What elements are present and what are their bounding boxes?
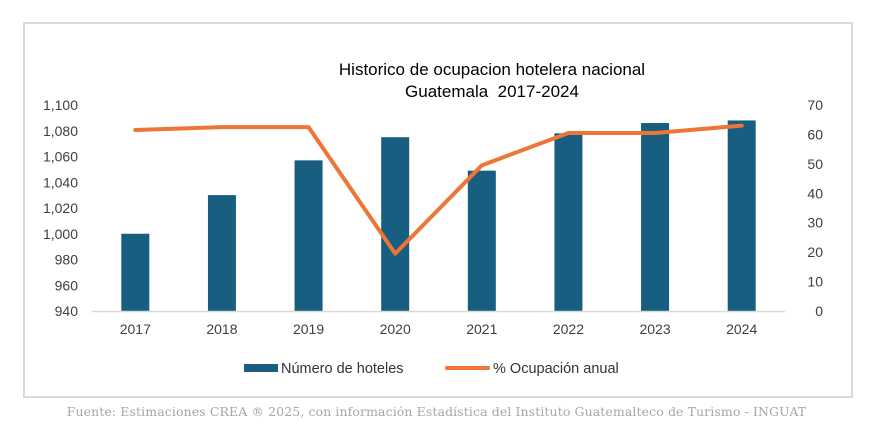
y-right-tick-label: 20: [807, 244, 823, 260]
x-axis: 2017 2018 2019 2020 2021 2022 2023 2024: [120, 321, 758, 337]
bar-2018: [207, 195, 236, 311]
bar-2022: [554, 133, 583, 311]
x-tick-label: 2018: [206, 321, 237, 337]
occupancy-line: [133, 123, 744, 256]
bar-2017: [121, 233, 150, 311]
line-series: [133, 123, 744, 256]
legend: Número de hoteles % Ocupación anual: [244, 361, 619, 377]
y-right-tick-label: 70: [807, 97, 823, 113]
y-left-tick-label: 1,060: [43, 149, 78, 165]
y-axis-left: 940 960 980 1,000 1,020 1,040 1,060 1,080 1,100: [43, 97, 78, 319]
legend-swatch-bars: [244, 364, 278, 372]
y-right-tick-label: 30: [807, 215, 823, 231]
y-left-tick-label: 960: [55, 277, 79, 293]
combo-chart: Historico de ocupacion hotelera nacional…: [43, 60, 823, 377]
source-note: Fuente: Estimaciones CREA ® 2025, con in…: [66, 404, 807, 419]
y-left-tick-label: 1,100: [43, 97, 78, 113]
y-right-tick-label: 50: [807, 156, 823, 172]
y-left-tick-label: 1,000: [43, 226, 78, 242]
y-left-tick-label: 1,080: [43, 123, 78, 139]
chart-subtitle: Guatemala 2017-2024: [405, 82, 579, 101]
bar-2023: [641, 123, 670, 312]
bar-2024: [727, 120, 756, 311]
legend-label-line: % Ocupación anual: [493, 361, 619, 377]
x-tick-label: 2017: [120, 321, 151, 337]
x-tick-label: 2021: [466, 321, 497, 337]
y-right-tick-label: 10: [807, 274, 823, 290]
x-tick-label: 2023: [639, 321, 670, 337]
y-right-tick-label: 0: [815, 303, 823, 319]
y-right-tick-label: 60: [807, 126, 823, 142]
y-right-tick-label: 40: [807, 185, 823, 201]
y-left-tick-label: 980: [55, 252, 79, 268]
bar-2021: [467, 170, 496, 311]
y-left-tick-label: 1,020: [43, 200, 78, 216]
y-left-tick-label: 940: [55, 303, 79, 319]
legend-label-bars: Número de hoteles: [281, 361, 404, 377]
x-tick-label: 2022: [553, 321, 584, 337]
x-tick-label: 2024: [726, 321, 757, 337]
bar-2020: [381, 137, 410, 311]
chart-title: Historico de ocupacion hotelera nacional: [339, 60, 645, 79]
y-axis-right: 0 10 20 30 40 50 60 70: [807, 97, 823, 319]
x-tick-label: 2019: [293, 321, 324, 337]
bar-series: [121, 120, 756, 312]
bar-2019: [294, 160, 323, 311]
y-left-tick-label: 1,040: [43, 174, 78, 190]
x-tick-label: 2020: [380, 321, 411, 337]
